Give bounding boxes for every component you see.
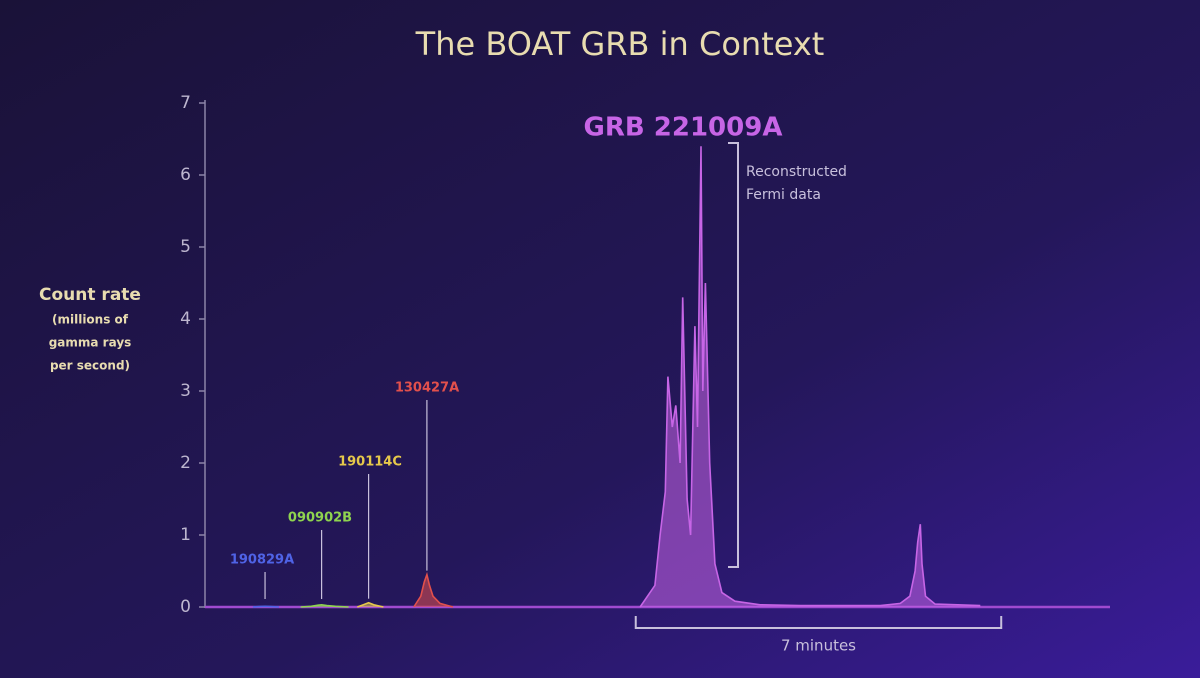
series-line [413, 571, 454, 608]
series-label: 190114C [338, 455, 402, 470]
y-tick-label: 0 [180, 597, 191, 617]
series-line [639, 146, 981, 608]
y-tick-label: 2 [180, 453, 191, 473]
y-tick-label: 4 [180, 309, 191, 329]
y-axis-label: Count rate [39, 285, 141, 305]
series-area [640, 146, 981, 607]
reconstructed-bracket [728, 142, 739, 568]
reconstructed-note: Reconstructed [746, 164, 847, 180]
y-tick-label: 7 [180, 93, 191, 113]
duration-label: 7 minutes [781, 637, 856, 655]
series-label: 190829A [230, 553, 294, 568]
y-tick-label: 3 [180, 381, 191, 401]
series-label: 130427A [395, 381, 459, 396]
series-line [300, 603, 349, 608]
duration-bracket [634, 616, 1003, 629]
y-axis-note: (millions of [52, 313, 129, 327]
y-axis-note: per second) [50, 359, 130, 373]
y-tick-label: 1 [180, 525, 191, 545]
y-tick-label: 5 [180, 237, 191, 257]
series-area [413, 574, 453, 607]
series-line [252, 605, 280, 608]
series-label: GRB 221009A [584, 113, 783, 143]
series-label: 090902B [288, 511, 352, 526]
reconstructed-note: Fermi data [746, 187, 821, 203]
y-tick-label: 6 [180, 165, 191, 185]
y-axis-note: gamma rays [49, 336, 132, 350]
chart-title: The BOAT GRB in Context [415, 25, 825, 63]
series-line [357, 601, 384, 608]
